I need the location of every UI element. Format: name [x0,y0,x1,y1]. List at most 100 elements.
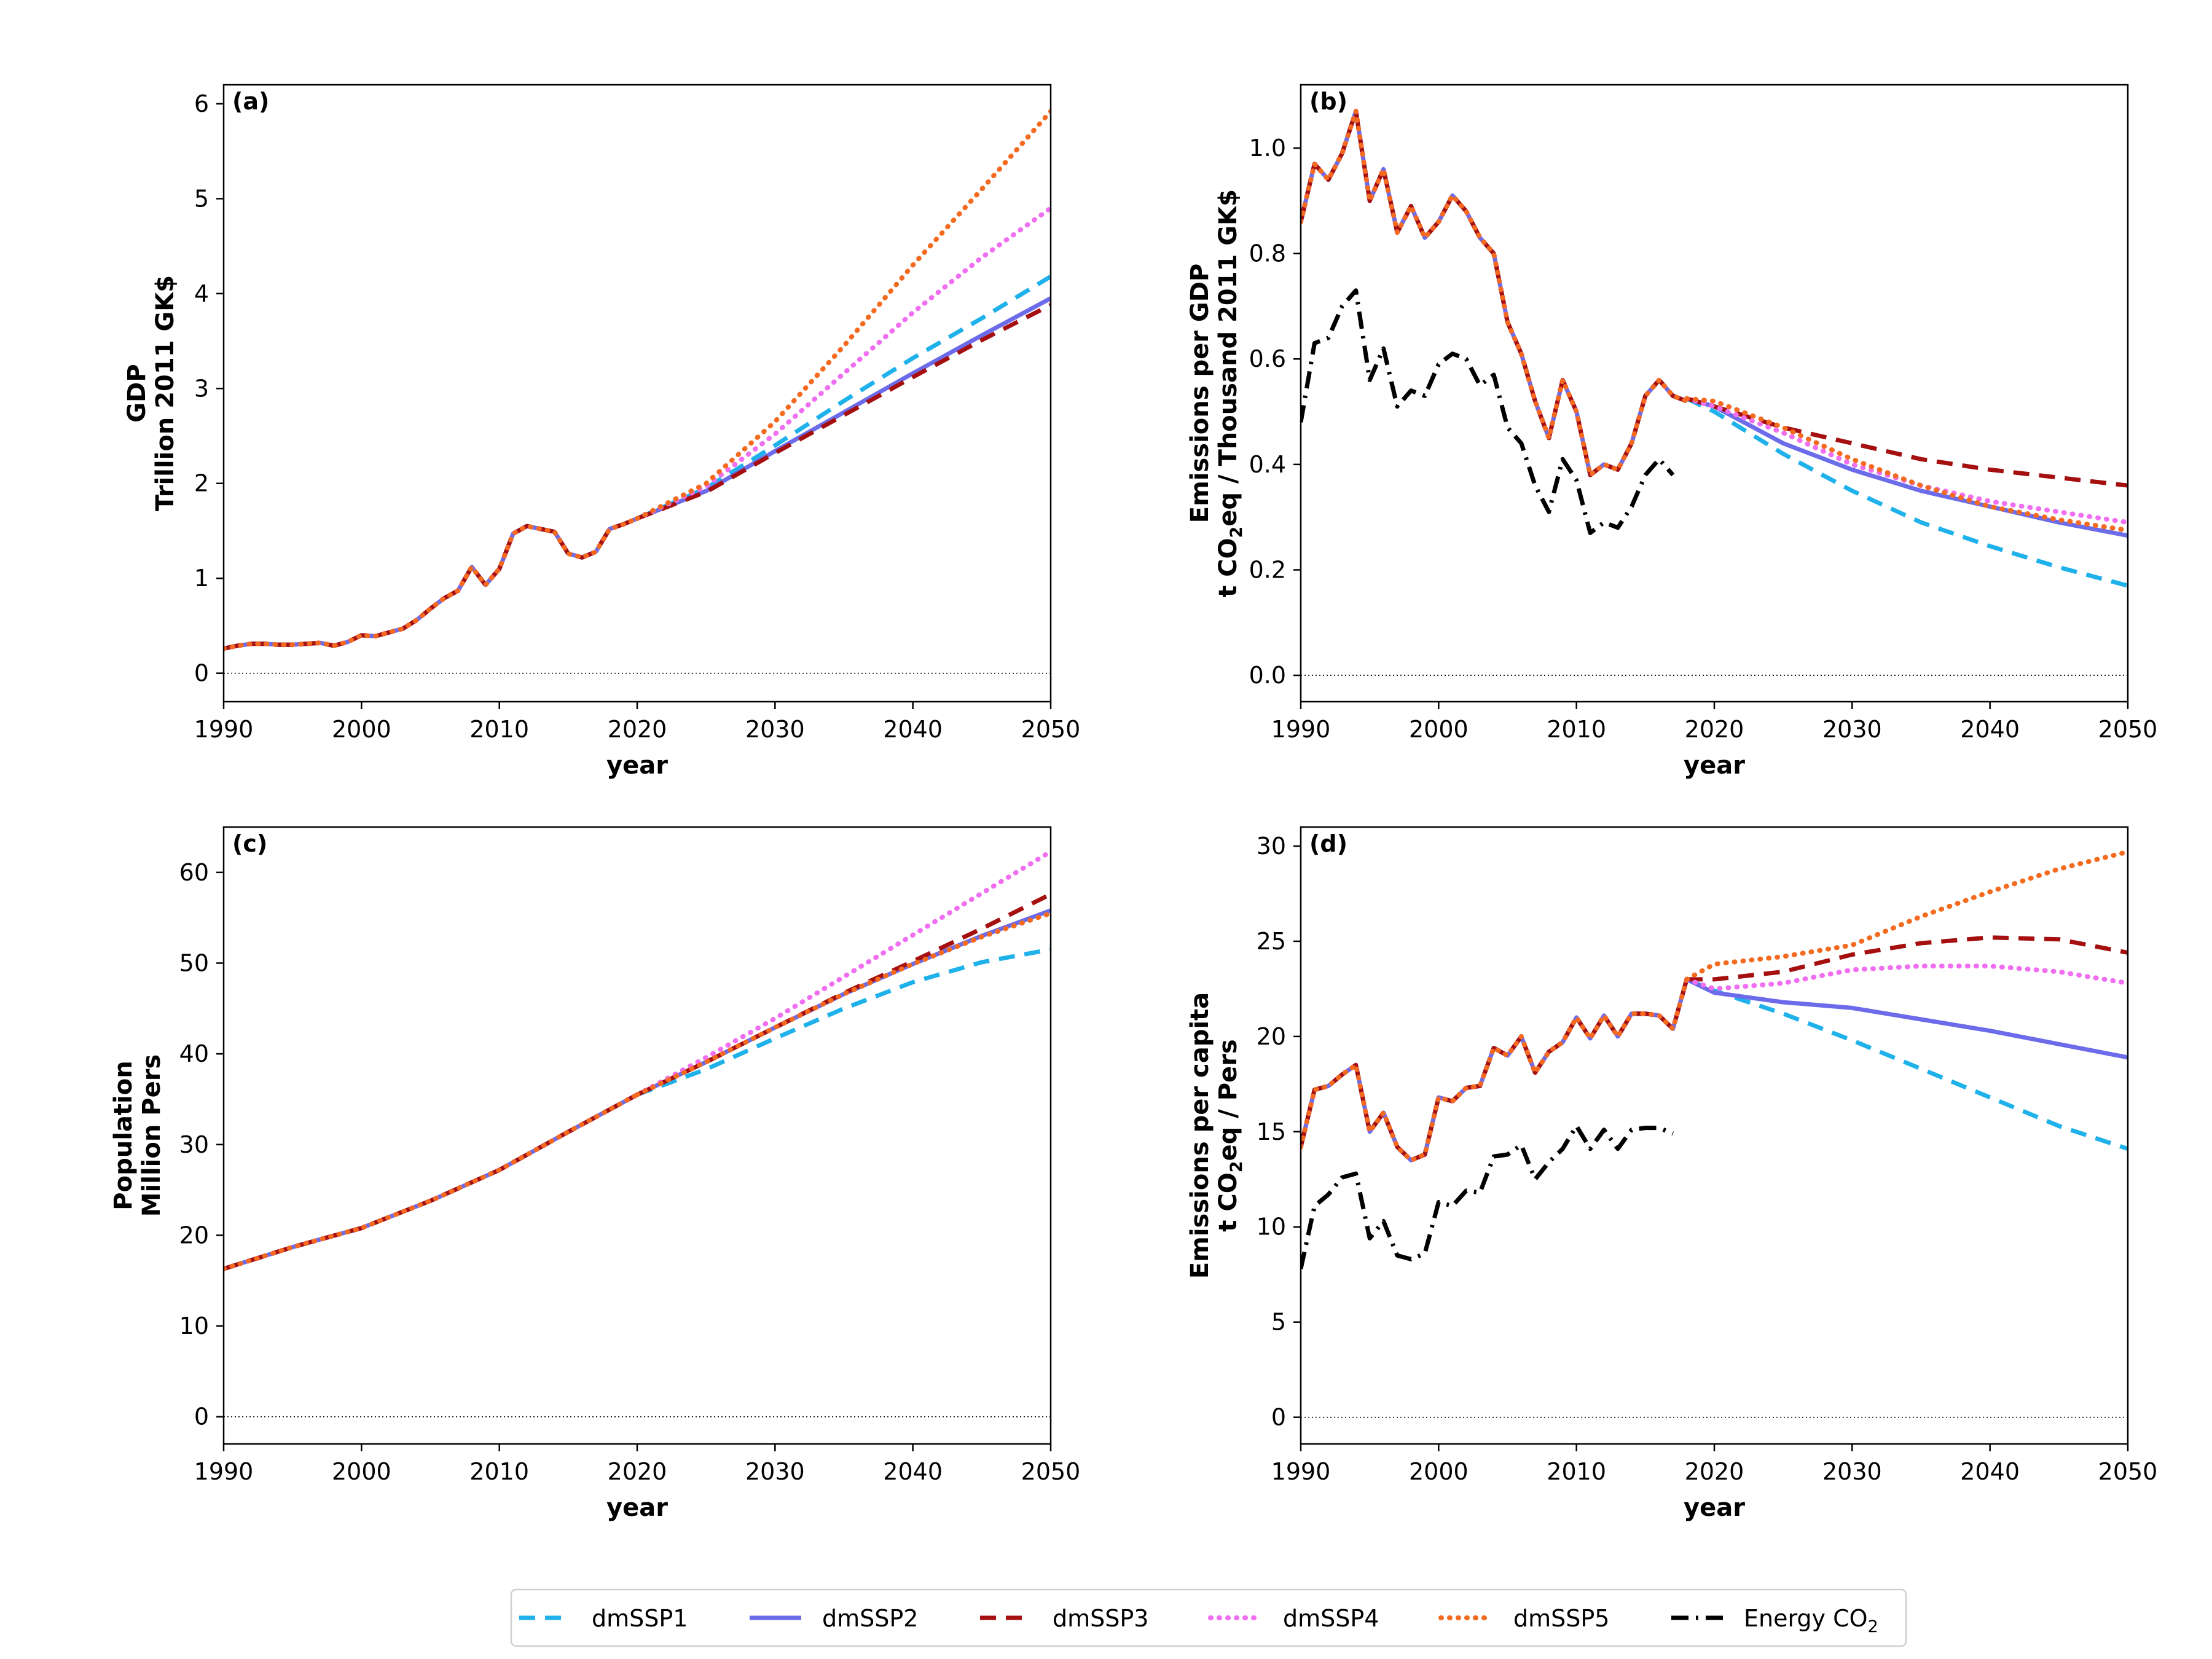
x-tick-label: 2020 [1685,1458,1744,1485]
historical-line-dmSSP2 [1301,109,1688,477]
legend-label-text: dmSSP5 [1513,1605,1609,1632]
y-tick-label: 1 [194,565,209,592]
y-tick-label: 50 [179,949,209,976]
y-axis-label-text: Trillion 2011 GK$ [151,275,179,511]
y-axis-label-line: t CO2eq / Thousand 2011 GK$ [1214,189,1246,597]
historical-line-dmSSP5 [1301,976,1690,1163]
y-tick-label: 20 [179,1222,209,1249]
legend-label-text: dmSSP4 [1283,1605,1379,1632]
x-tick-label: 2000 [332,1458,391,1485]
x-tick-label: 1990 [1271,1458,1331,1485]
y-tick-label: 1.0 [1249,135,1286,162]
y-axis-label-text: GDP [123,364,151,422]
x-tick-label: 2020 [1685,716,1744,743]
y-tick-label: 0.0 [1249,662,1286,689]
x-tick-label: 2010 [1547,716,1606,743]
scenario-line-dmSSP4 [635,849,1051,1097]
historical-line-dmSSP3 [1301,978,1689,1163]
scenario-line-dmSSP3 [636,303,1051,521]
y-axis-label-text: eq / Thousand 2011 GK$ [1214,189,1242,527]
scenario-line-dmSSP4 [1684,963,2128,992]
y-axis-label-text: Population [109,1061,138,1210]
scenario-line-dmSSP1 [1685,396,2128,588]
x-tick-label: 2050 [2098,1458,2158,1485]
plot-area [224,849,1051,1271]
x-tick-label: 2050 [1021,716,1081,743]
historical-line-dmSSP3 [224,516,638,651]
x-tick-label: 2030 [1822,716,1882,743]
historical-line-dmSSP4 [1301,108,1690,477]
historical-line-dmSSP2 [224,1092,638,1271]
y-axis-label-line: Emissions per GDP [1186,264,1214,524]
y-axis-label-line: Million Pers [138,1054,166,1217]
y-tick-label: 0.6 [1249,345,1286,372]
historical-line-dmSSP4 [224,516,640,651]
y-tick-label: 30 [179,1131,209,1158]
y-axis-label-text: Emissions per capita [1186,992,1214,1279]
y-axis-label-text: t CO [1214,538,1242,597]
panel-a: 1990 2000 2010 2020 2030 2040 2050 0 1 2 3 4 5 6 (a) ye… [123,84,1081,780]
x-tick-label: 2040 [883,1458,943,1485]
x-tick-label: 2020 [608,1458,667,1485]
y-tick-label: 5 [1271,1309,1286,1336]
panel-label: (b) [1309,88,1347,115]
panel-label: (a) [232,88,269,115]
plot-frame [222,84,1052,703]
scenario-line-dmSSP2 [1685,977,2128,1060]
historical-line-dmSSP5 [224,516,640,651]
y-axis-label-line: Population [109,1061,138,1210]
y-axis-label-subscript: 2 [1227,1161,1246,1173]
y-tick-label: 0 [194,1403,209,1430]
legend-label-text: Energy CO [1744,1605,1868,1632]
plot-area [224,109,1051,651]
historical-line-dmSSP1 [224,1092,638,1271]
panel-b: 1990 2000 2010 2020 2030 2040 2050 0.0 0.2 0.4 0.6… [1186,84,2157,780]
x-tick-label: 2030 [745,1458,805,1485]
historical-line-dmSSP1 [224,516,638,651]
y-tick-label: 40 [179,1040,209,1067]
legend-label-dmSSP2: dmSSP2 [822,1605,918,1632]
y-axis-label-line: Trillion 2011 GK$ [151,275,179,511]
scenario-line-dmSSP5 [1684,849,2128,982]
x-tick-label: 2010 [469,1458,529,1485]
scenario-line-dmSSP1 [636,275,1051,521]
x-tick-label: 2020 [608,716,667,743]
x-tick-label: 1990 [194,1458,254,1485]
scenario-line-dmSSP3 [1687,935,2128,982]
y-tick-label: 10 [1257,1214,1286,1241]
x-axis-label: year [1684,1494,1745,1522]
y-tick-label: 60 [179,859,209,886]
y-tick-label: 0.8 [1249,240,1286,267]
y-tick-label: 0.4 [1249,451,1286,478]
historical-line-dmSSP3 [224,1092,638,1271]
x-tick-label: 2050 [1021,1458,1081,1485]
y-axis-label-text: t CO [1214,1172,1242,1231]
y-tick-label: 0 [194,660,209,687]
legend-label-energy: Energy CO2 [1744,1605,1878,1636]
y-tick-label: 6 [194,90,209,117]
x-tick-label: 2000 [332,716,391,743]
y-axis-label-text: eq / Pers [1214,1039,1242,1161]
y-tick-label: 3 [194,375,209,402]
scenario-line-dmSSP4 [635,205,1051,521]
legend-label-text: dmSSP1 [592,1605,688,1632]
x-tick-label: 2030 [1822,1458,1882,1485]
scenario-line-dmSSP5 [1684,396,2128,533]
historical-line-dmSSP3 [1301,109,1688,477]
historical-line-dmSSP1 [1301,109,1688,477]
panel-label: (c) [232,830,267,857]
scenario-line-dmSSP5 [635,911,1051,1097]
energy-co2-line [1301,288,1675,535]
x-tick-label: 2040 [883,716,943,743]
y-axis-label-subscript: 2 [1227,527,1246,538]
y-tick-label: 25 [1257,928,1286,955]
y-tick-label: 2 [194,470,209,497]
legend-label-dmSSP4: dmSSP4 [1283,1605,1379,1632]
y-axis-label-line: Emissions per capita [1186,992,1214,1279]
y-tick-label: 0.2 [1249,556,1286,583]
scenario-line-dmSSP1 [636,947,1051,1097]
scenario-line-dmSSP1 [1685,977,2128,1151]
energy-co2-line [1301,1124,1674,1269]
plot-frame [1300,826,2129,1445]
